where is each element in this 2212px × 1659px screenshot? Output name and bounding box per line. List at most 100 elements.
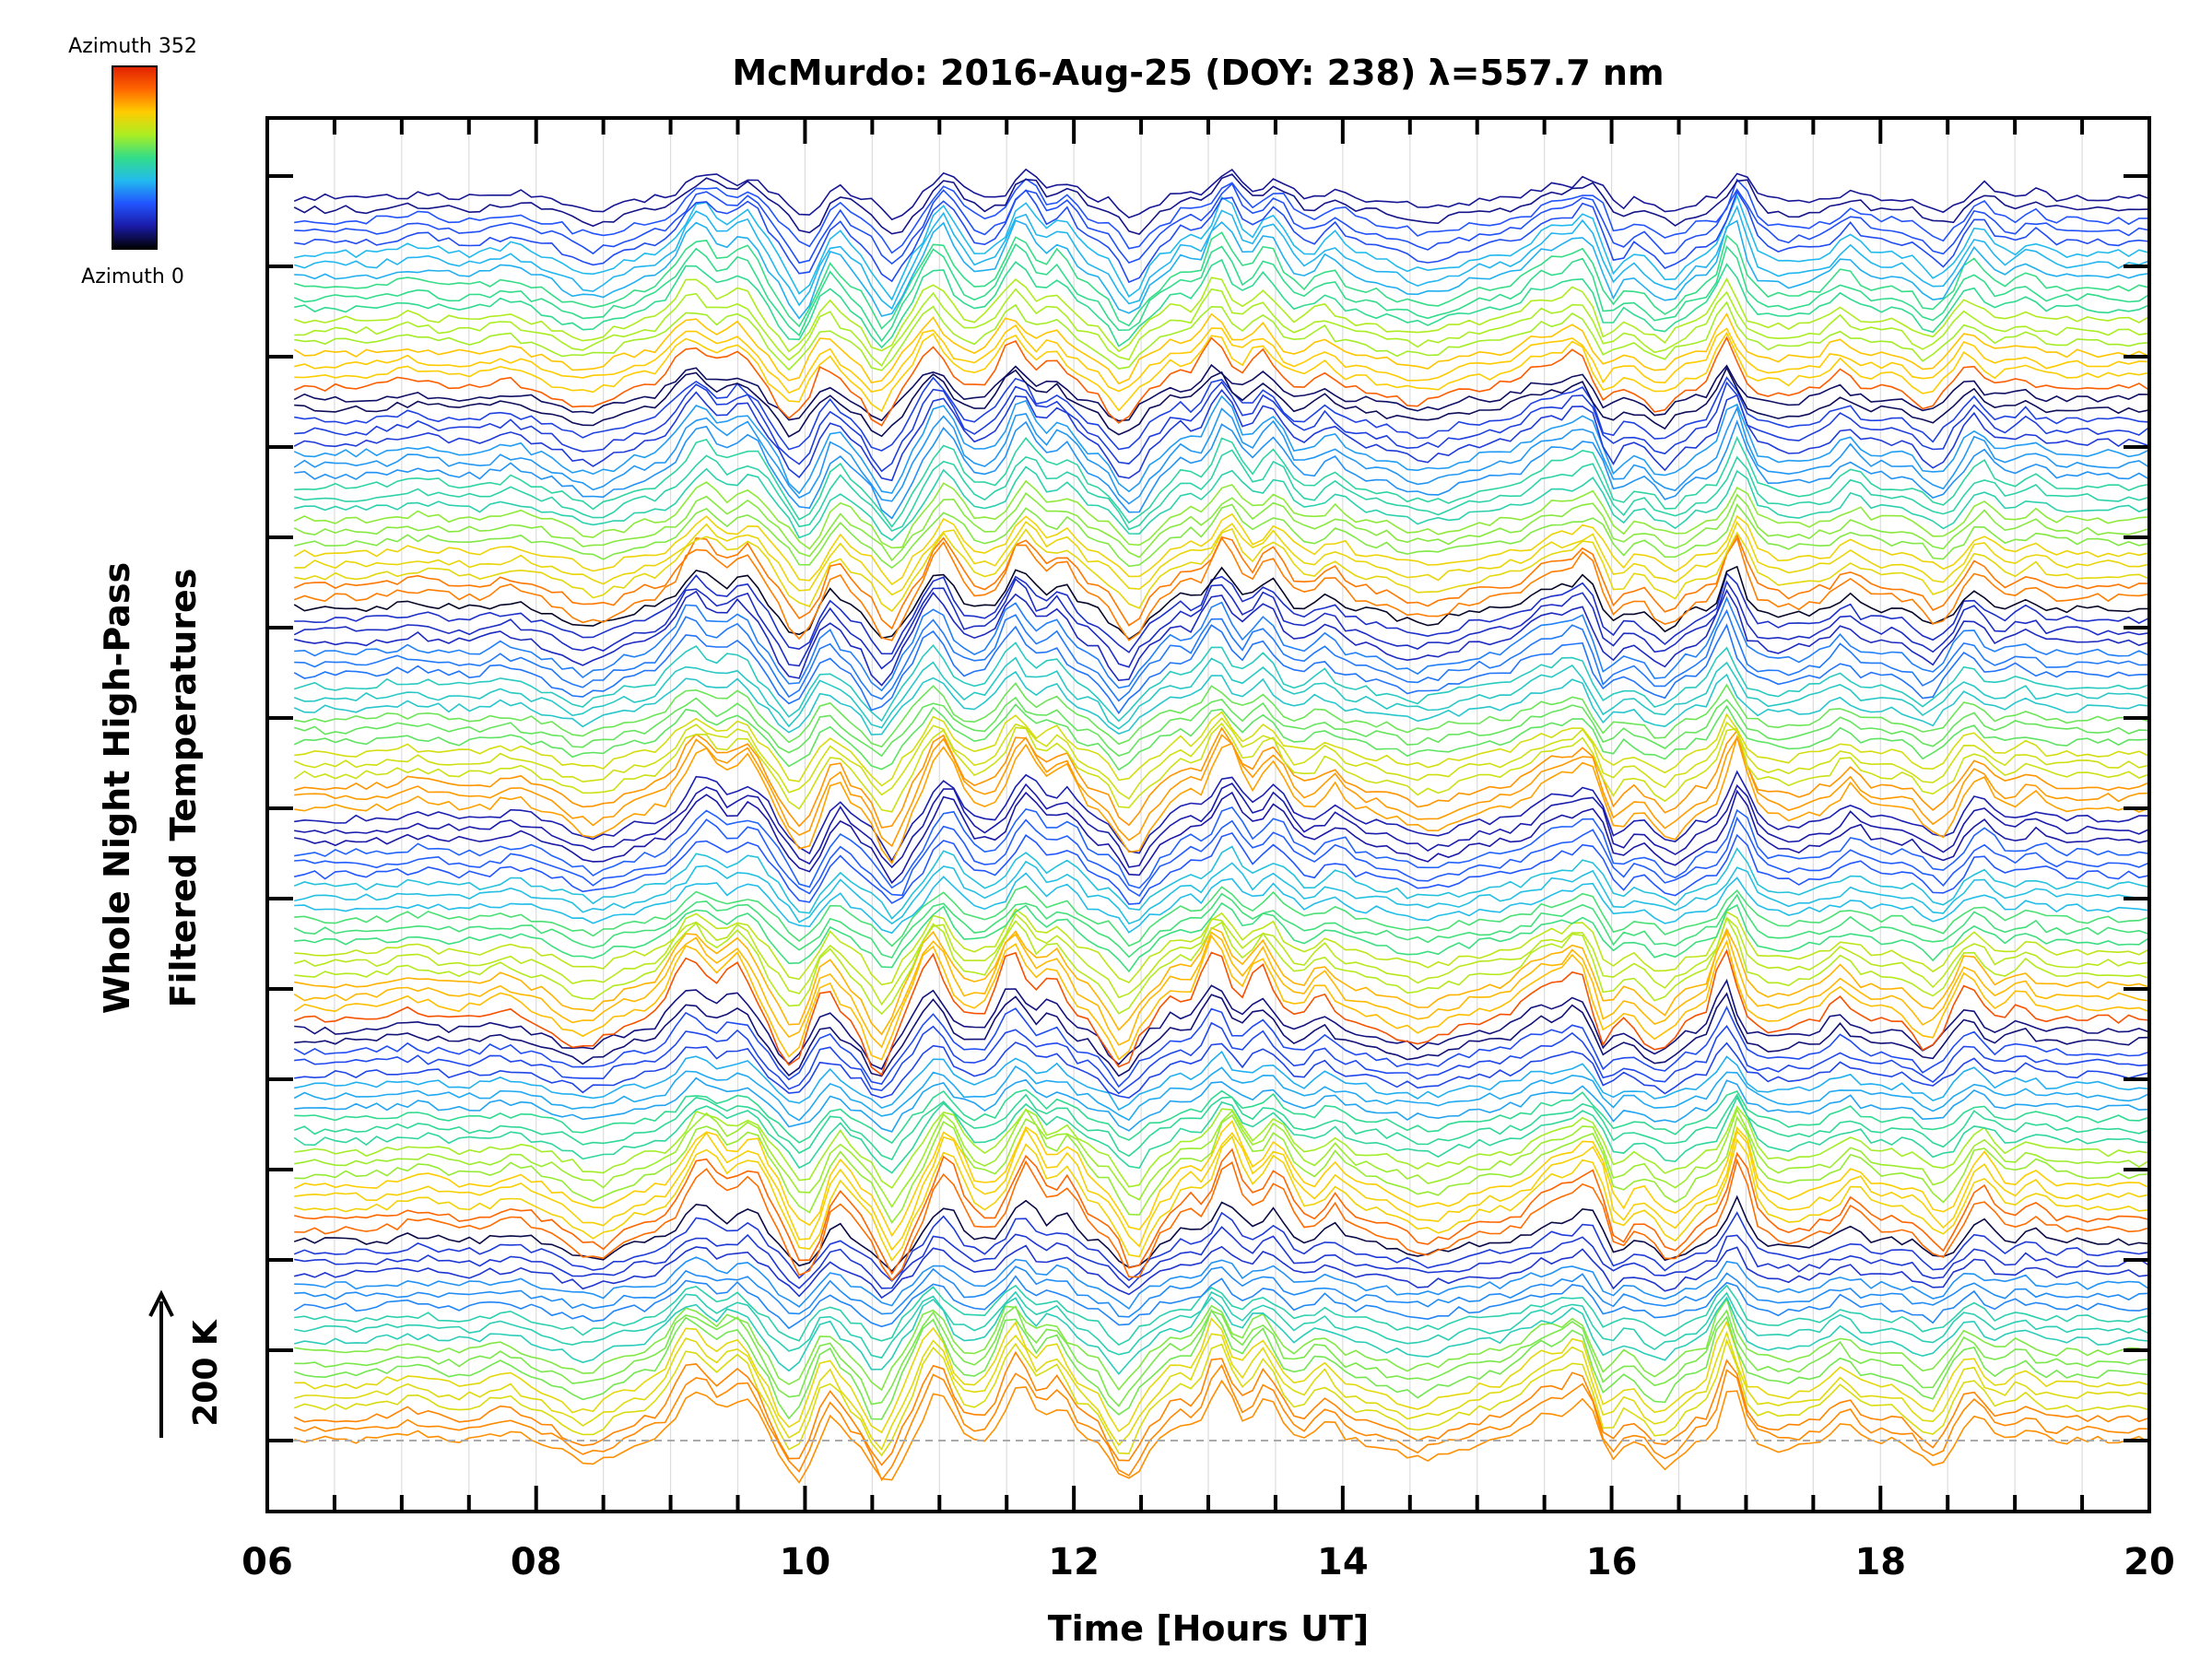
azimuth-trace — [293, 696, 2150, 758]
azimuth-trace — [294, 831, 2150, 905]
azimuth-trace — [294, 926, 2150, 1036]
azimuth-trace — [293, 512, 2150, 586]
azimuth-trace — [294, 608, 2150, 702]
azimuth-trace — [293, 242, 2150, 343]
x-tick-label: 14 — [1317, 1541, 1369, 1583]
azimuth-trace — [294, 1050, 2150, 1112]
azimuth-trace — [294, 735, 2150, 865]
x-axis-label: Time [Hours UT] — [1048, 1608, 1370, 1649]
scale-arrowhead — [148, 1289, 174, 1317]
azimuth-trace — [293, 449, 2150, 532]
azimuth-trace — [293, 565, 2150, 641]
x-tick-label: 20 — [2124, 1541, 2175, 1583]
azimuth-trace — [293, 1194, 2150, 1273]
azimuth-trace — [293, 845, 2150, 920]
azimuth-trace — [293, 276, 2150, 353]
azimuth-trace — [293, 1275, 2150, 1330]
azimuth-trace — [293, 578, 2150, 670]
azimuth-trace — [294, 527, 2150, 613]
azimuth-trace — [293, 1296, 2150, 1376]
azimuth-trace — [294, 1305, 2150, 1407]
azimuth-trace — [293, 1330, 2150, 1452]
azimuth-trace — [294, 978, 2150, 1070]
colorbar — [112, 65, 158, 250]
azimuth-trace — [294, 1107, 2150, 1208]
azimuth-trace — [293, 948, 2150, 1077]
x-tick-labels: 06 08 10 12 14 16 18 20 — [241, 1541, 2175, 1583]
azimuth-trace — [293, 533, 2150, 630]
azimuth-trace — [293, 1093, 2150, 1160]
scale-bar-label: 200 K — [187, 1319, 225, 1427]
azimuth-trace — [294, 465, 2150, 542]
azimuth-trace — [294, 1088, 2150, 1145]
azimuth-trace — [294, 789, 2150, 885]
azimuth-trace — [294, 324, 2150, 394]
azimuth-trace — [294, 682, 2150, 748]
azimuth-trace — [293, 1095, 2150, 1174]
azimuth-trace — [293, 716, 2150, 800]
azimuth-trace — [294, 1135, 2150, 1262]
traces — [293, 168, 2150, 1484]
azimuth-trace — [293, 892, 2150, 959]
azimuth-trace — [293, 1309, 2150, 1420]
azimuth-trace — [293, 479, 2150, 550]
azimuth-trace — [294, 366, 2150, 438]
azimuth-trace — [294, 521, 2150, 596]
azimuth-trace — [294, 872, 2150, 935]
azimuth-trace — [294, 782, 2150, 869]
x-tick-label: 12 — [1048, 1541, 1100, 1583]
azimuth-trace — [294, 1105, 2150, 1190]
azimuth-trace — [293, 1379, 2150, 1484]
azimuth-trace — [293, 934, 2150, 1061]
azimuth-trace — [293, 726, 2150, 829]
azimuth-trace — [294, 1317, 2150, 1434]
azimuth-trace — [294, 885, 2150, 947]
azimuth-trace — [294, 595, 2150, 692]
azimuth-trace — [293, 623, 2150, 715]
azimuth-trace — [294, 288, 2150, 368]
x-tick-label: 16 — [1586, 1541, 1638, 1583]
azimuth-trace — [294, 1127, 2150, 1252]
azimuth-trace — [294, 1226, 2150, 1289]
gridlines — [334, 118, 2083, 1512]
azimuth-trace — [293, 1350, 2150, 1466]
azimuth-trace — [294, 711, 2150, 787]
azimuth-trace — [293, 912, 2150, 1006]
x-tick-label: 10 — [780, 1541, 831, 1583]
azimuth-trace — [294, 381, 2150, 473]
azimuth-trace — [294, 1021, 2150, 1095]
azimuth-trace — [293, 173, 2150, 236]
azimuth-trace — [294, 1284, 2150, 1347]
x-tick-label: 18 — [1854, 1541, 1906, 1583]
azimuth-trace — [294, 258, 2150, 349]
azimuth-trace — [294, 1147, 2150, 1276]
y-axis-label-line1: Whole Night High-Pass — [97, 562, 137, 1014]
azimuth-trace — [294, 806, 2150, 889]
azimuth-trace — [293, 703, 2150, 771]
azimuth-trace — [294, 189, 2150, 284]
azimuth-trace — [293, 363, 2150, 422]
azimuth-trace — [294, 331, 2150, 413]
colorbar-top-label: Azimuth 352 — [68, 35, 197, 58]
azimuth-trace — [293, 670, 2150, 735]
azimuth-trace — [294, 770, 2149, 863]
azimuth-trace — [293, 389, 2150, 482]
azimuth-trace — [293, 205, 2150, 311]
chart-title: McMurdo: 2016-Aug-25 (DOY: 238) λ=557.7 … — [732, 53, 1664, 93]
azimuth-trace — [294, 588, 2150, 687]
azimuth-trace — [294, 915, 2150, 1016]
azimuth-trace — [294, 419, 2150, 520]
azimuth-trace — [294, 1265, 2150, 1318]
azimuth-trace — [293, 1363, 2150, 1482]
azimuth-trace — [294, 908, 2150, 986]
azimuth-trace — [294, 1244, 2150, 1300]
azimuth-trace — [294, 860, 2150, 925]
azimuth-trace — [294, 816, 2150, 897]
azimuth-trace — [294, 436, 2150, 528]
azimuth-trace — [294, 300, 2150, 371]
azimuth-trace — [294, 734, 2150, 848]
azimuth-trace — [293, 492, 2150, 562]
azimuth-trace — [294, 194, 2150, 301]
azimuth-trace — [293, 406, 2150, 505]
